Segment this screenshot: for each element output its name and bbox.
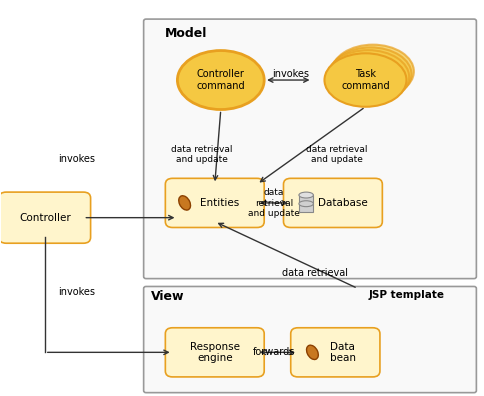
Text: data
retrieval
and update: data retrieval and update <box>247 188 299 218</box>
Ellipse shape <box>306 345 318 360</box>
Bar <box>298 195 313 211</box>
Ellipse shape <box>177 51 264 110</box>
Ellipse shape <box>329 48 410 101</box>
FancyBboxPatch shape <box>290 328 379 377</box>
Text: Model: Model <box>165 27 207 40</box>
Text: View: View <box>151 290 184 303</box>
Text: invokes: invokes <box>58 287 94 297</box>
Text: Data
bean: Data bean <box>329 341 355 363</box>
Text: JSP template: JSP template <box>368 290 443 301</box>
Text: data retrieval
and update: data retrieval and update <box>170 145 232 164</box>
Text: Controller
command: Controller command <box>196 69 244 91</box>
Text: invokes: invokes <box>58 154 94 164</box>
Text: Controller: Controller <box>19 213 71 223</box>
Text: forwards: forwards <box>252 347 294 357</box>
Ellipse shape <box>298 201 313 207</box>
Ellipse shape <box>298 192 313 198</box>
FancyBboxPatch shape <box>143 286 475 393</box>
Ellipse shape <box>179 196 190 210</box>
Text: Database: Database <box>317 198 367 208</box>
FancyBboxPatch shape <box>283 178 381 227</box>
FancyBboxPatch shape <box>143 19 475 279</box>
Ellipse shape <box>331 45 413 98</box>
Ellipse shape <box>327 50 408 104</box>
Text: Entities: Entities <box>199 198 239 208</box>
Text: data retrieval: data retrieval <box>281 268 347 278</box>
Text: Response
engine: Response engine <box>189 341 239 363</box>
Ellipse shape <box>324 53 406 107</box>
FancyBboxPatch shape <box>0 192 91 243</box>
FancyBboxPatch shape <box>165 178 264 227</box>
Text: Task
command: Task command <box>340 69 389 91</box>
Text: data retrieval
and update: data retrieval and update <box>305 145 366 164</box>
Text: invokes: invokes <box>272 69 309 79</box>
FancyBboxPatch shape <box>165 328 264 377</box>
